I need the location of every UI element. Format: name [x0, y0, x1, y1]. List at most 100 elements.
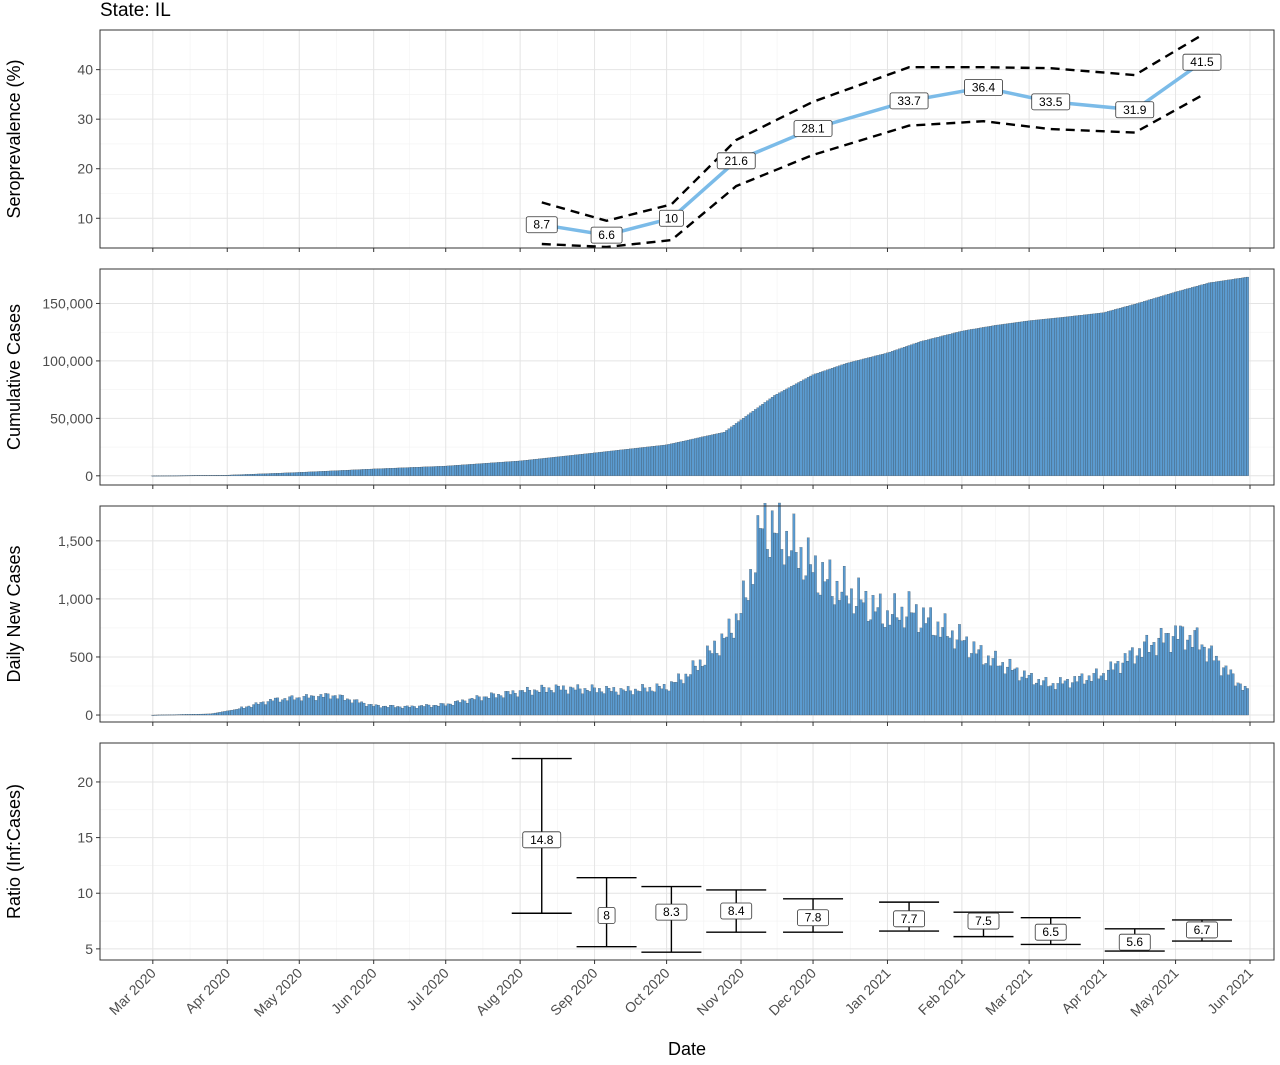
bar	[406, 705, 409, 716]
bar	[730, 426, 733, 476]
bar	[394, 467, 397, 476]
bar	[538, 458, 541, 476]
bar	[886, 352, 889, 476]
bar	[763, 402, 767, 476]
bar	[758, 528, 762, 716]
bar	[674, 682, 678, 716]
bar	[768, 398, 772, 476]
bar	[941, 627, 944, 716]
bar	[948, 637, 952, 716]
bar	[312, 695, 315, 716]
bar	[552, 457, 556, 476]
bar	[273, 473, 277, 476]
bar	[682, 441, 685, 476]
bar	[535, 458, 539, 476]
bar	[727, 428, 731, 476]
bar	[866, 357, 870, 476]
bar	[1191, 287, 1194, 476]
bar	[1003, 323, 1007, 476]
bar	[442, 466, 445, 476]
bar	[1131, 304, 1134, 476]
bar	[175, 475, 179, 477]
bar	[283, 472, 287, 476]
x-tick-label: Mar 2020	[106, 965, 159, 1018]
errorbar: 6.5	[1020, 917, 1081, 946]
bar	[893, 593, 896, 716]
bar	[252, 704, 255, 716]
bar	[643, 687, 647, 716]
panel-border	[99, 268, 1275, 486]
bar	[1020, 321, 1024, 476]
x-tick-label: Mar 2021	[982, 965, 1035, 1018]
bar	[936, 621, 940, 716]
bar	[883, 353, 887, 476]
data-label-box	[655, 903, 688, 921]
bar	[622, 689, 625, 716]
bar	[963, 640, 966, 716]
bar	[269, 473, 272, 476]
bar	[737, 620, 740, 716]
bar	[321, 471, 325, 476]
bar	[422, 466, 426, 476]
bar	[1013, 322, 1017, 476]
bar	[936, 337, 940, 476]
bar	[1107, 669, 1110, 716]
bar	[850, 361, 853, 476]
bar	[350, 469, 354, 476]
bar	[694, 665, 697, 716]
data-label-text: 8.3	[663, 905, 680, 919]
bar	[1224, 665, 1228, 716]
bar	[744, 597, 748, 716]
bar	[871, 595, 875, 716]
bar	[864, 358, 868, 476]
bar	[845, 595, 848, 716]
bar	[1171, 292, 1175, 476]
bar	[655, 445, 659, 476]
bar	[1174, 625, 1177, 716]
bar	[1169, 293, 1173, 476]
bar	[662, 444, 666, 476]
bar	[329, 698, 332, 716]
bar	[881, 353, 884, 476]
bar	[1198, 649, 1201, 716]
bar	[1210, 645, 1213, 716]
bar	[180, 475, 183, 477]
data-label-text: 33.5	[1039, 95, 1063, 109]
bar	[694, 438, 697, 476]
bar	[806, 537, 810, 716]
bar	[941, 335, 944, 476]
errorbar: 7.7	[879, 901, 940, 932]
bar	[1121, 307, 1125, 476]
bar	[1176, 291, 1180, 476]
bar	[1236, 682, 1240, 716]
bar	[163, 714, 167, 716]
data-label-box	[1115, 101, 1155, 119]
bar	[545, 457, 548, 476]
bar	[1147, 652, 1151, 716]
bar	[662, 684, 666, 716]
bar	[523, 692, 527, 716]
bar	[516, 460, 520, 476]
data-label-text: 8.7	[533, 218, 550, 232]
data-label-text: 5.6	[1126, 935, 1143, 949]
bar	[1025, 320, 1029, 476]
bar	[266, 701, 270, 716]
bar	[1047, 318, 1050, 476]
data-label-text: 36.4	[972, 80, 996, 94]
bar	[290, 695, 294, 716]
bar	[593, 452, 596, 476]
bar	[674, 442, 678, 476]
bar	[809, 564, 812, 716]
bar	[1114, 663, 1117, 716]
bar	[878, 354, 882, 476]
bar	[578, 688, 582, 716]
bar	[967, 329, 971, 476]
bar	[1176, 639, 1180, 716]
bar	[456, 700, 460, 716]
bar	[828, 559, 832, 716]
x-tick-label: Feb 2021	[915, 965, 968, 1018]
bar	[235, 709, 239, 716]
data-label-box	[597, 907, 616, 924]
bar	[972, 328, 976, 476]
x-tick-label: Aug 2020	[473, 965, 527, 1019]
